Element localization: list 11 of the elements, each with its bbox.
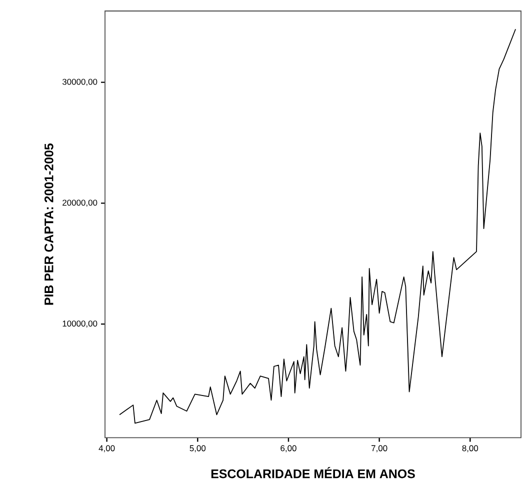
x-tick-label: 6,00 [280,445,296,452]
y-axis-title: PIB PER CAPTA: 2001-2005 [44,144,54,305]
y-tick-label: 10000,00 [62,320,98,328]
y-tick-label: 20000,00 [62,200,98,207]
x-tick-label: 8,00 [462,445,478,452]
x-axis-title: ESCOLARIDADE MÉDIA EM ANOS [211,467,415,478]
x-tick-label: 7,00 [372,445,388,452]
y-tick-label: 30000,00 [62,78,98,86]
line-series [119,28,516,424]
x-tick-label: 4,00 [98,445,115,452]
x-tick-label: 5,00 [190,445,206,452]
